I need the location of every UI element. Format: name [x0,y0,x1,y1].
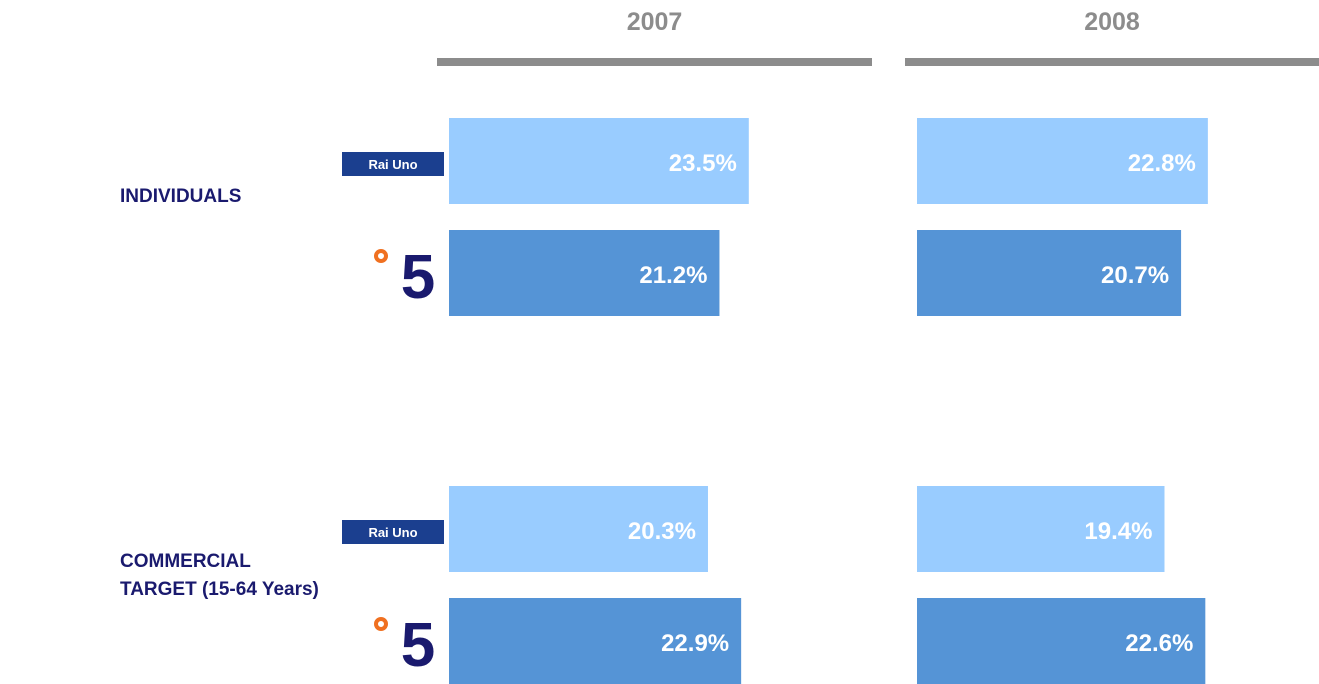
panel-title: 2007 [627,8,683,36]
logo-flower [374,617,388,631]
bar [917,118,1208,204]
panel-rule [437,58,872,66]
bar [917,598,1206,684]
bar [449,118,749,204]
bar [449,486,708,572]
value-label: 23.5% [669,150,737,177]
value-label: 22.8% [1128,150,1196,177]
bar [917,486,1165,572]
value-label: 20.3% [628,518,696,545]
panel-title: 2008 [1084,8,1140,36]
series-logo: 5 [401,243,435,312]
category-label: COMMERCIAL TARGET (15-64 Years) [120,551,319,600]
value-label: 22.9% [661,630,729,657]
value-label: 22.6% [1125,630,1193,657]
category-label: INDIVIDUALS [120,186,242,207]
bar [449,598,742,684]
value-label: 20.7% [1101,262,1169,289]
series-logo: Rai Uno [368,157,417,172]
logo-box [342,152,444,176]
logo-flower [374,249,388,263]
value-label: 21.2% [639,262,707,289]
value-label: 19.4% [1084,518,1152,545]
panel-rule [905,58,1319,66]
series-logo: Rai Uno [368,525,417,540]
logo-box [342,520,444,544]
bar [449,230,720,316]
bar [917,230,1182,316]
series-logo: 5 [401,611,435,680]
